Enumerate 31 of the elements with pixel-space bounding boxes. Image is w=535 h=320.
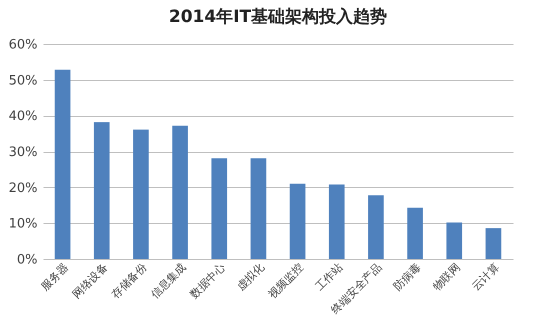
bar xyxy=(133,130,149,259)
x-tick-label: 数据中心 xyxy=(187,260,228,302)
bar xyxy=(486,228,502,259)
y-tick-label: 50% xyxy=(8,73,38,88)
bar xyxy=(172,126,188,259)
y-tick-label: 20% xyxy=(8,180,38,196)
x-tick-label: 工作站 xyxy=(312,260,346,294)
chart-title: 2014年IT基础架构投入趋势 xyxy=(168,7,388,27)
x-tick-label: 物联网 xyxy=(430,260,463,294)
bar xyxy=(211,158,228,259)
bar xyxy=(250,158,266,259)
y-tick-label: 60% xyxy=(8,38,38,52)
x-tick-label: 视频监控 xyxy=(266,260,306,302)
x-tick-label: 存储备份 xyxy=(109,260,150,302)
bar xyxy=(94,122,110,259)
bar xyxy=(54,70,70,259)
y-tick-label: 30% xyxy=(8,145,38,160)
bar xyxy=(446,222,462,259)
y-tick-label: 40% xyxy=(8,109,38,124)
x-tick-label: 服务器 xyxy=(38,260,72,294)
x-tick-label: 虚拟化 xyxy=(234,260,267,294)
x-tick-label: 防病毒 xyxy=(391,260,424,294)
bar xyxy=(290,184,306,259)
y-tick-label: 10% xyxy=(8,216,38,232)
bar xyxy=(328,184,345,259)
x-tick-label: 网络设备 xyxy=(70,260,110,302)
x-tick-label: 云计算 xyxy=(469,260,502,294)
bar xyxy=(407,208,423,259)
bar xyxy=(368,195,384,259)
y-tick-label: 0% xyxy=(16,252,38,268)
x-tick-label: 信息集成 xyxy=(148,260,189,302)
